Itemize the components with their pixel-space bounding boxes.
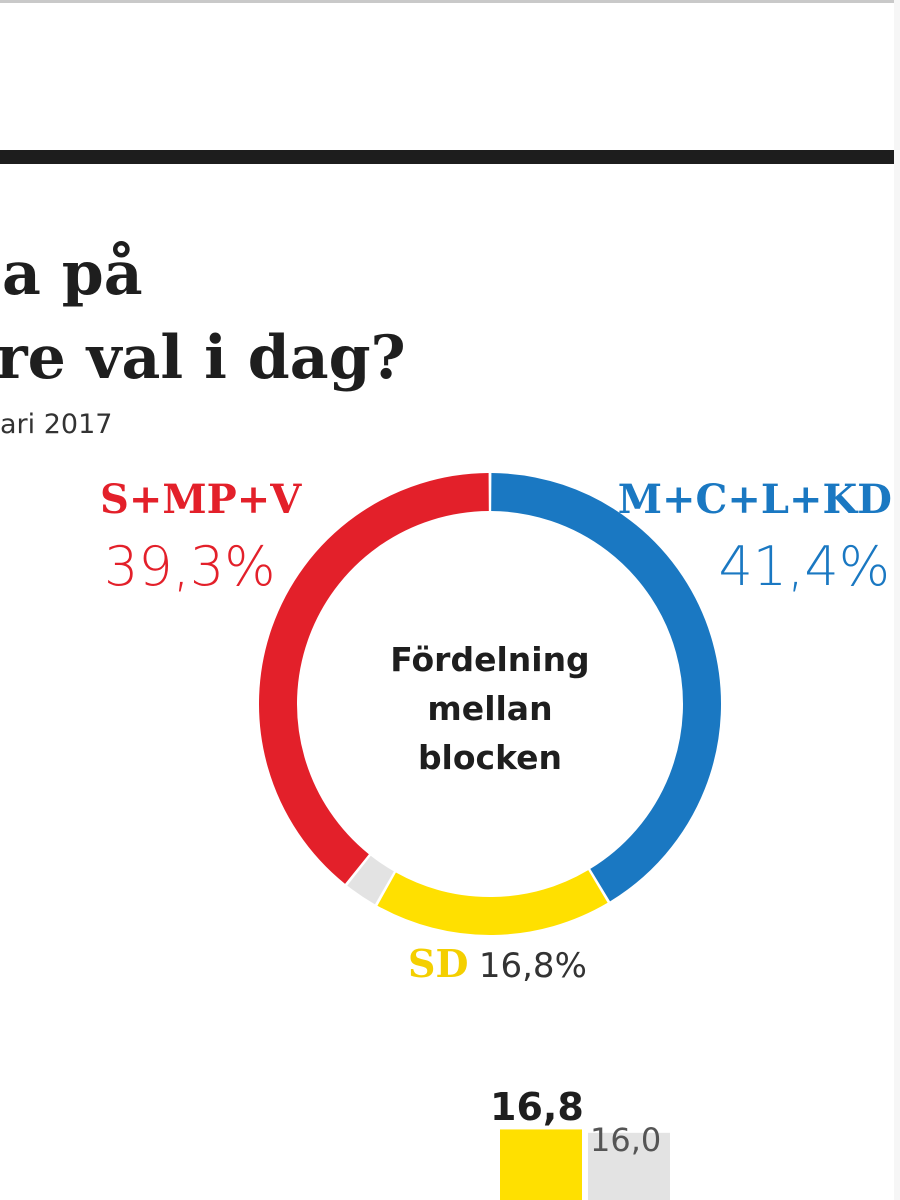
donut-center-label-1: Fördelning [390,640,590,679]
sd-name: SD [408,941,469,986]
bar-chart [500,1129,670,1200]
right-block-name: M+C+L+KD [617,476,892,523]
donut-center-label-2: mellan [427,689,553,728]
donut-slice-m-c-l-kd [491,473,721,902]
donut-slice-sd [377,869,608,935]
bar-2 [588,1132,670,1200]
donut-slice-s-mp-v [259,473,489,884]
sd-percent: 16,8% [478,946,587,986]
left-block-percent: 39,3% [104,535,276,598]
sd-label: SD 16,8% [408,945,587,986]
donut-slice-other [347,855,395,905]
right-block-percent: 41,4% [718,535,890,598]
page-title-line-2: re val i dag? [0,323,406,393]
date-label: ari 2017 [0,409,113,440]
top-blank-area [0,0,900,152]
donut-center-label-3: blocken [417,738,563,777]
donut-chart [259,473,721,935]
page-edge [894,0,900,1200]
page-title-line-1: a på [2,239,143,309]
bar-value-label-1: 16,8 [490,1085,584,1129]
bar-1 [500,1129,582,1200]
left-block-name: S+MP+V [100,476,302,523]
top-border [0,0,900,3]
section-divider [0,150,900,164]
bar-value-label-2: 16,0 [590,1121,662,1159]
